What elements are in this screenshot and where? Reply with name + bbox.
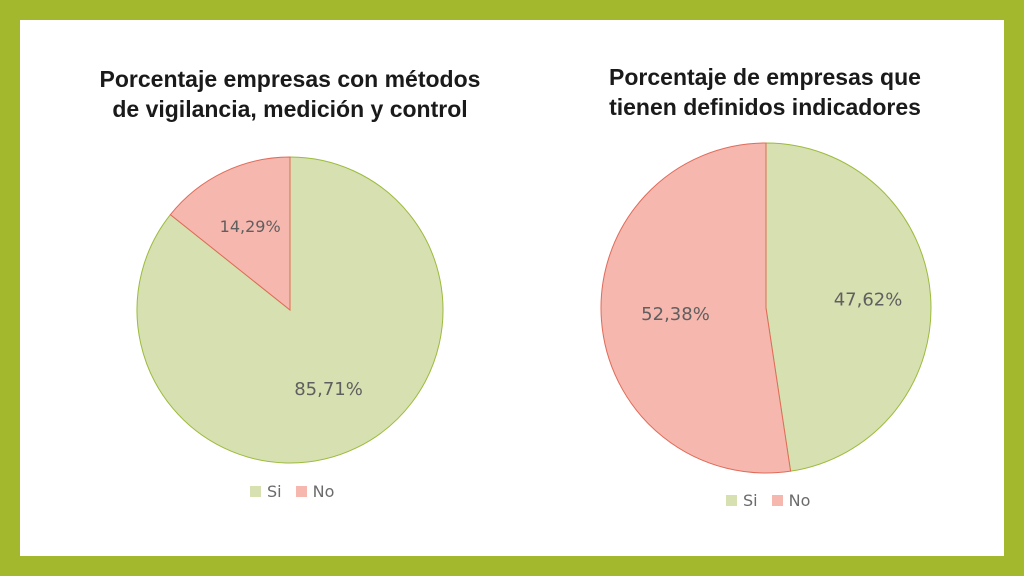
legend-label-si: Si: [267, 482, 282, 501]
chart-title-indicadores: Porcentaje de empresas que tienen defini…: [609, 64, 921, 120]
pie-chart-vigilancia: 85,71% 14,29%: [136, 156, 444, 464]
data-label-no: 52,38%: [641, 304, 710, 325]
legend-item-si: Si: [250, 482, 282, 501]
chart-title-vigilancia: Porcentaje empresas con métodos de vigil…: [99, 66, 481, 122]
legend-vigilancia: Si No: [250, 482, 342, 501]
legend-swatch-no: [295, 486, 307, 497]
slide: Porcentaje empresas con métodos de vigil…: [20, 20, 1004, 556]
legend-item-si: Si: [726, 491, 758, 510]
pie-slice-si: [765, 142, 932, 472]
legend-item-no: No: [771, 491, 811, 510]
pie-slice-si: [136, 156, 444, 464]
pie-slice-no: [600, 142, 792, 474]
legend-swatch-si: [250, 486, 261, 497]
legend-label-no: No: [788, 491, 811, 510]
legend-swatch-no: [771, 495, 783, 506]
legend-swatch-si: [726, 495, 737, 506]
data-label-no: 14,29%: [220, 217, 281, 236]
legend-item-no: No: [295, 482, 335, 501]
data-label-si: 47,62%: [834, 289, 903, 310]
legend-label-no: No: [312, 482, 335, 501]
legend-label-si: Si: [743, 491, 758, 510]
pie-slice-no: [169, 156, 291, 312]
pie-chart-indicadores: 47,62% 52,38%: [600, 142, 932, 474]
data-label-si: 85,71%: [294, 379, 363, 400]
legend-indicadores: Si No: [726, 491, 818, 510]
